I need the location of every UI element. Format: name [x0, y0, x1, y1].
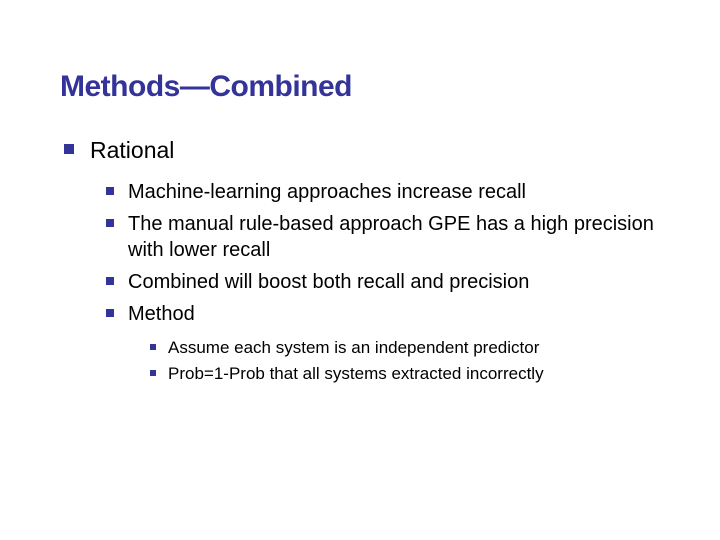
bullet-lvl2: Method [106, 301, 670, 327]
lvl2-text: The manual rule-based approach GPE has a… [128, 211, 670, 263]
square-bullet-icon [106, 277, 114, 285]
bullet-lvl1: Rational [64, 136, 670, 165]
square-bullet-icon [106, 219, 114, 227]
slide-title: Methods—Combined [60, 70, 670, 104]
bullet-lvl2: Combined will boost both recall and prec… [106, 269, 670, 295]
lvl2-text: Combined will boost both recall and prec… [128, 269, 529, 295]
bullet-lvl3: Assume each system is an independent pre… [150, 337, 670, 359]
lvl3-text: Assume each system is an independent pre… [168, 337, 539, 359]
lvl2-text: Method [128, 301, 195, 327]
square-bullet-icon [64, 144, 74, 154]
bullet-lvl2: The manual rule-based approach GPE has a… [106, 211, 670, 263]
square-bullet-icon [106, 309, 114, 317]
slide: Methods—Combined Rational Machine-learni… [0, 0, 720, 540]
lvl2-text: Machine-learning approaches increase rec… [128, 179, 526, 205]
square-bullet-icon [150, 370, 156, 376]
square-bullet-icon [106, 187, 114, 195]
lvl1-text: Rational [90, 136, 174, 165]
square-bullet-icon [150, 344, 156, 350]
bullet-lvl3: Prob=1-Prob that all systems extracted i… [150, 363, 670, 385]
lvl3-text: Prob=1-Prob that all systems extracted i… [168, 363, 544, 385]
bullet-lvl2: Machine-learning approaches increase rec… [106, 179, 670, 205]
